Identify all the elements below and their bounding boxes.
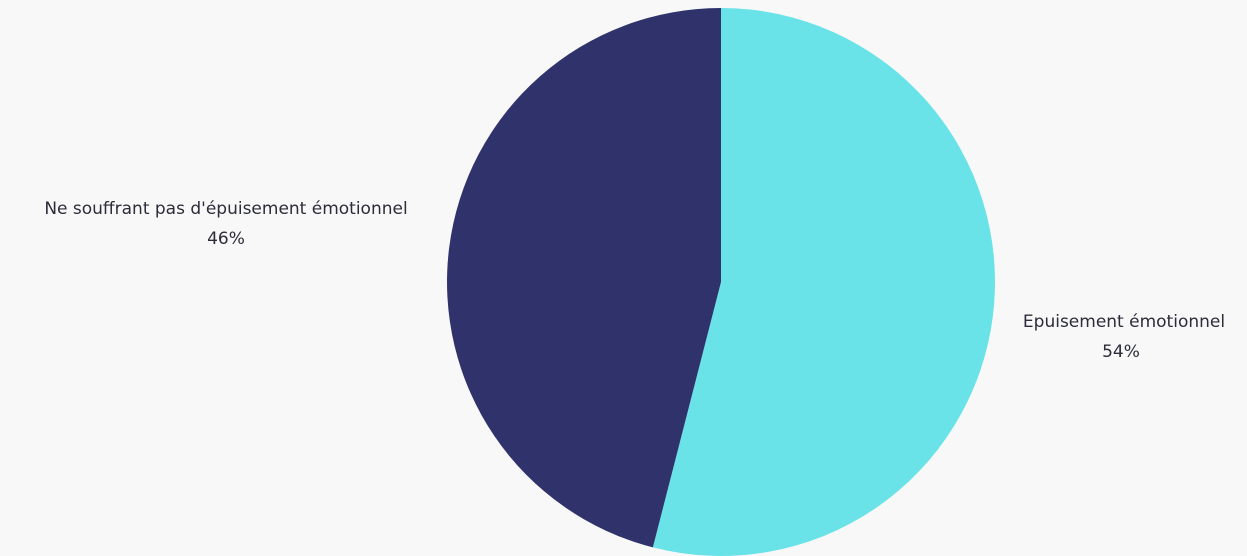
slice-label-non-epuisement: Ne souffrant pas d'épuisement émotionnel… — [44, 199, 407, 249]
slice-label-non-epuisement-name: Ne souffrant pas d'épuisement émotionnel — [44, 199, 407, 219]
slice-label-epuisement-value: 54% — [1102, 342, 1140, 362]
pie-slice-non-epuisement — [447, 8, 721, 548]
slice-label-non-epuisement-value: 46% — [207, 229, 245, 249]
slice-label-epuisement-name: Epuisement émotionnel — [1023, 312, 1225, 332]
pie-slices — [447, 8, 995, 556]
pie-slice-epuisement — [652, 8, 995, 556]
slice-label-epuisement: Epuisement émotionnel 54% — [1023, 312, 1225, 362]
